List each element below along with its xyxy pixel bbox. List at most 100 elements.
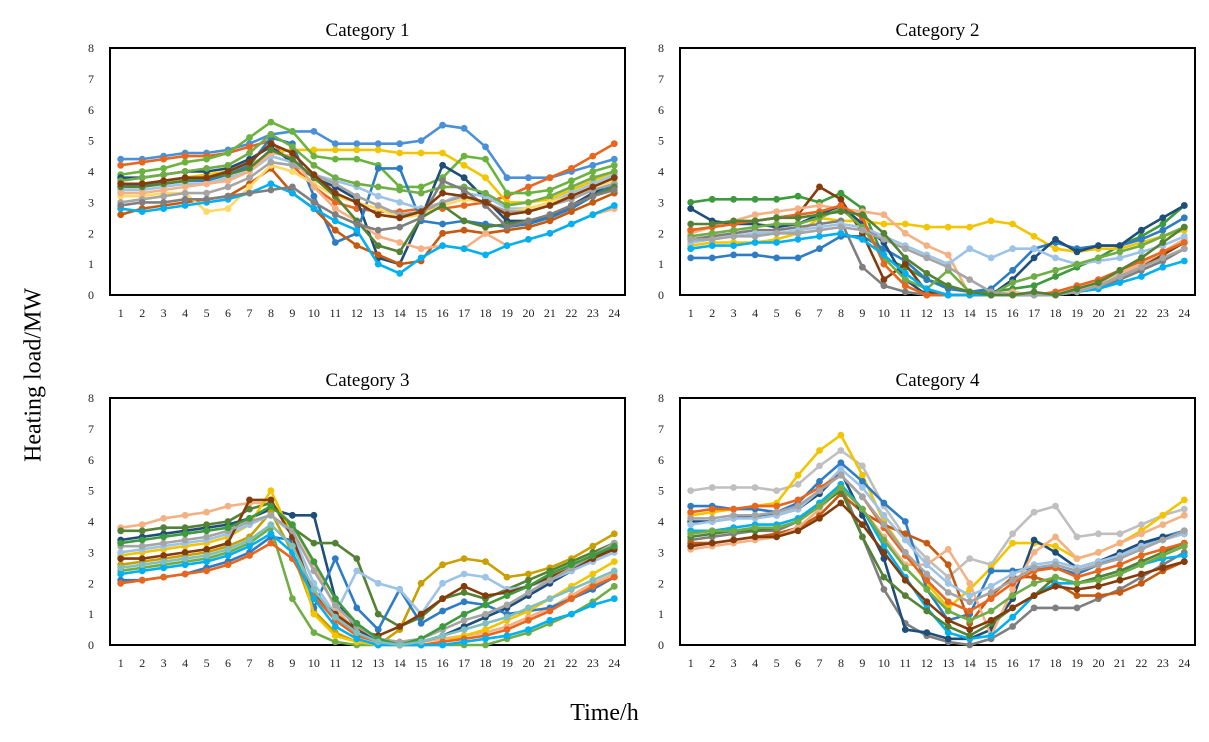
y-tick-label: 2 <box>88 576 94 590</box>
data-point <box>417 137 425 144</box>
data-point <box>439 229 446 237</box>
x-tick-label: 19 <box>501 656 513 670</box>
series-line <box>690 473 1185 613</box>
data-point <box>944 607 952 615</box>
data-point <box>944 251 952 259</box>
data-point <box>482 610 489 618</box>
data-point <box>374 202 382 209</box>
data-point <box>1138 226 1145 234</box>
data-point <box>246 515 253 522</box>
data-point <box>1159 226 1167 234</box>
data-point <box>987 589 995 596</box>
data-point <box>794 496 802 504</box>
data-point <box>374 211 382 219</box>
data-point <box>417 149 425 157</box>
x-tick-label: 8 <box>268 656 274 670</box>
data-point <box>1030 254 1038 262</box>
data-point <box>708 527 716 535</box>
series-line <box>690 483 1185 647</box>
data-point <box>1052 542 1059 550</box>
data-point <box>837 447 845 454</box>
x-tick-label: 13 <box>942 306 954 320</box>
data-point <box>1095 254 1102 262</box>
data-point <box>160 524 167 532</box>
x-tick-label: 22 <box>565 656 577 670</box>
data-point <box>460 589 468 596</box>
data-point <box>460 124 468 132</box>
x-tick-label: 18 <box>480 306 492 320</box>
data-point <box>203 552 211 559</box>
y-axis-label-text: Heating load/MW <box>20 288 47 462</box>
data-point <box>482 174 489 182</box>
data-point <box>1052 502 1059 510</box>
data-point <box>1159 564 1167 572</box>
data-point <box>289 511 296 519</box>
data-point <box>310 558 318 565</box>
data-point <box>773 508 780 516</box>
data-point <box>901 270 909 277</box>
data-point <box>610 542 618 550</box>
data-point <box>1030 245 1038 253</box>
chart-title: Category 4 <box>896 370 980 391</box>
data-point <box>944 616 952 624</box>
data-point <box>859 505 866 513</box>
data-point <box>353 199 361 206</box>
data-point <box>773 254 780 262</box>
data-point <box>224 502 232 510</box>
data-point <box>1009 586 1016 593</box>
y-tick-label: 2 <box>658 576 664 590</box>
data-point <box>417 579 425 587</box>
x-tick-label: 3 <box>731 306 737 320</box>
y-tick-label: 2 <box>88 226 94 240</box>
data-point <box>987 291 995 299</box>
data-point <box>331 155 339 163</box>
data-point <box>310 586 318 593</box>
data-point <box>246 158 253 166</box>
data-point <box>816 478 823 485</box>
series-line <box>120 501 615 628</box>
data-point <box>374 140 382 148</box>
data-point <box>482 223 489 231</box>
data-point <box>773 533 780 541</box>
data-point <box>944 223 952 231</box>
data-point <box>966 555 974 562</box>
series-s14 <box>117 521 618 649</box>
data-point <box>482 635 489 643</box>
data-point <box>610 202 618 209</box>
data-point <box>267 487 275 494</box>
data-point <box>546 211 554 219</box>
data-point <box>816 232 823 240</box>
data-point <box>525 189 532 197</box>
x-tick-label: 16 <box>437 656 449 670</box>
x-tick-label: 6 <box>225 306 231 320</box>
data-point <box>589 576 597 584</box>
x-tick-label: 5 <box>774 656 780 670</box>
x-tick-label: 2 <box>139 306 145 320</box>
data-point <box>568 208 575 216</box>
data-point <box>816 245 823 253</box>
data-point <box>460 192 468 200</box>
data-point <box>708 236 716 243</box>
data-point <box>923 555 931 562</box>
data-point <box>160 155 167 163</box>
data-point <box>1159 552 1167 559</box>
x-tick-label: 24 <box>1178 656 1190 670</box>
data-point <box>901 518 909 525</box>
data-point <box>730 242 737 250</box>
data-point <box>546 607 554 615</box>
data-point <box>439 623 446 630</box>
data-point <box>816 183 823 191</box>
data-point <box>181 555 189 562</box>
data-point <box>773 220 780 228</box>
y-tick-label: 4 <box>88 515 94 529</box>
y-tick-label: 4 <box>658 165 664 179</box>
y-tick-label: 4 <box>88 165 94 179</box>
data-point <box>267 146 275 154</box>
data-point <box>482 641 489 649</box>
x-tick-label: 21 <box>544 656 556 670</box>
data-point <box>331 174 339 182</box>
data-point <box>923 539 931 547</box>
data-point <box>460 598 468 606</box>
data-point <box>117 555 125 562</box>
x-tick-label: 20 <box>522 656 534 670</box>
